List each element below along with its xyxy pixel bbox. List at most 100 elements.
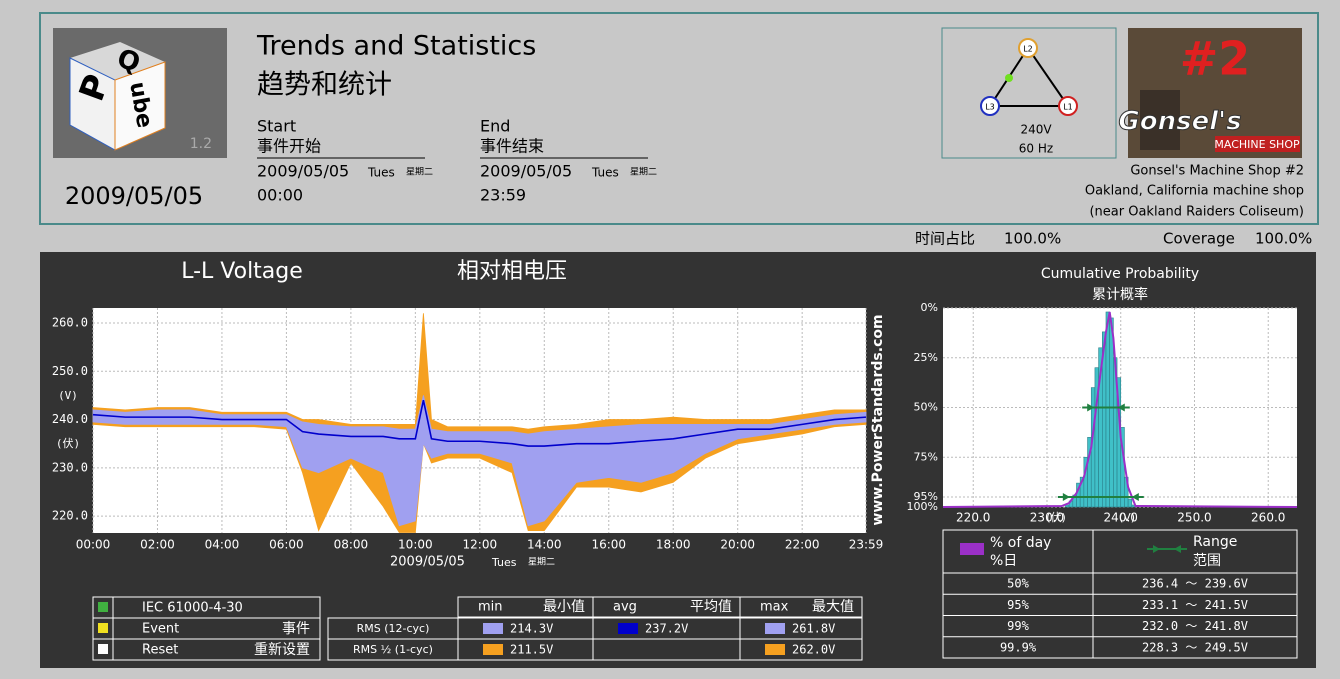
voltage: 240V: [1020, 123, 1052, 137]
report: P Q ube 1.2 2009/05/05 Trends and Statis…: [0, 0, 1340, 674]
control-label[interactable]: Reset: [142, 643, 178, 658]
value-swatch: [618, 623, 638, 634]
logo-version: 1.2: [190, 136, 212, 152]
end-label-cn: 事件结束: [480, 137, 544, 156]
control-label-cn[interactable]: 事件: [282, 621, 310, 637]
x-tick-label: 230.0: [1030, 511, 1064, 525]
report-date: 2009/05/05: [65, 182, 203, 210]
range-value: 236.4 ～ 239.6V: [1142, 577, 1248, 591]
end-time: 23:59: [480, 186, 526, 205]
x-tick-label: 220.0: [956, 511, 990, 525]
title: Trends and Statistics: [256, 31, 536, 62]
chart-title: Cumulative Probability: [1041, 266, 1199, 282]
legend-label-cn: 范围: [1193, 552, 1221, 569]
end-weekday-cn: 星期二: [630, 167, 657, 178]
page: P Q ube 1.2 2009/05/05 Trends and Statis…: [0, 0, 1340, 674]
x-label-date: 2009/05/05: [390, 555, 465, 570]
chart-title-cn: 累计概率: [1092, 286, 1148, 303]
end-date: 2009/05/05: [480, 162, 572, 181]
control-label: IEC 61000-4-30: [142, 601, 243, 616]
x-tick-label: 12:00: [463, 538, 498, 552]
phase-label: L3: [985, 103, 995, 112]
site-line: (near Oakland Raiders Coliseum): [1089, 205, 1304, 220]
value-text: 261.8V: [792, 622, 835, 636]
column-label: max: [760, 600, 789, 615]
frequency: 60 Hz: [1019, 142, 1053, 156]
y-tick-label: 0%: [921, 301, 938, 314]
chart-title-cn: 相对相电压: [457, 259, 567, 284]
legend-label-cn: %日: [990, 553, 1017, 569]
range-pct: 95%: [1007, 598, 1029, 612]
value-swatch: [483, 623, 503, 634]
x-label-weekday-cn: 星期二: [528, 557, 555, 568]
y-tick-label: 230.0: [52, 460, 88, 474]
x-tick-label: 250.0: [1177, 511, 1211, 525]
watermark: www.PowerStandards.com: [870, 314, 886, 525]
y-tick-label: 250.0: [52, 364, 88, 378]
photo-sub: MACHINE SHOP: [1214, 138, 1300, 151]
value-swatch: [765, 644, 785, 655]
value-text: 237.2V: [645, 622, 688, 636]
end-label: End: [480, 117, 510, 136]
start-label: Start: [257, 117, 296, 136]
control-icon: [98, 602, 108, 612]
site-line: Gonsel's Machine Shop #2: [1130, 164, 1304, 179]
value-text: 262.0V: [792, 643, 835, 657]
column-label-cn: 最大值: [812, 599, 854, 615]
x-tick-label: 23:59: [849, 538, 884, 552]
control-label[interactable]: Event: [142, 622, 179, 637]
x-tick-label: 14:00: [527, 538, 562, 552]
x-tick-label: 06:00: [269, 538, 304, 552]
legend-label: % of day: [990, 535, 1051, 551]
time-value: 100.0%: [1004, 230, 1061, 248]
start-date: 2009/05/05: [257, 162, 349, 181]
x-tick-label: 10:00: [398, 538, 433, 552]
range-value: 232.0 ～ 241.8V: [1142, 619, 1248, 633]
x-tick-label: 240.0: [1104, 511, 1138, 525]
range-pct: 99%: [1007, 619, 1029, 633]
control-icon[interactable]: [98, 644, 108, 654]
end-weekday: Tues: [591, 166, 619, 180]
x-tick-label: 00:00: [76, 538, 111, 552]
row-label: RMS (12-cyc): [357, 622, 430, 635]
start-time: 00:00: [257, 186, 303, 205]
value-text: 211.5V: [510, 643, 553, 657]
x-tick-label: 16:00: [591, 538, 626, 552]
column-label-cn: 最小值: [543, 599, 585, 615]
histogram-bar: [1106, 312, 1110, 507]
y-unit: (V): [58, 389, 78, 402]
range-value: 228.3 ～ 249.5V: [1142, 640, 1248, 654]
coverage-value: 100.0%: [1255, 230, 1312, 248]
value-swatch: [483, 644, 503, 655]
histogram-bar: [1110, 318, 1114, 507]
column-label: min: [478, 600, 503, 615]
photo-number: #2: [1180, 32, 1251, 86]
column-label: avg: [613, 600, 637, 615]
x-label-weekday: Tues: [491, 556, 517, 569]
value-swatch: [765, 623, 785, 634]
coverage-label: Coverage: [1163, 230, 1235, 248]
y-tick-label: 50%: [914, 401, 938, 414]
y-tick-label: 100%: [907, 500, 938, 513]
start-weekday-cn: 星期二: [406, 167, 433, 178]
y-unit-cn: (伏): [56, 436, 80, 450]
control-icon[interactable]: [98, 623, 108, 633]
legend-swatch: [960, 543, 984, 555]
range-pct: 50%: [1007, 577, 1029, 591]
x-tick-label: 22:00: [785, 538, 820, 552]
row-label: RMS ½ (1-cyc): [353, 643, 433, 656]
y-tick-label: 260.0: [52, 315, 88, 329]
x-tick-label: 02:00: [140, 538, 175, 552]
value-text: 214.3V: [510, 622, 553, 636]
start-weekday: Tues: [367, 166, 395, 180]
phase-indicator: [1005, 74, 1013, 82]
legend-label: Range: [1193, 534, 1237, 550]
histogram-bar: [1128, 499, 1132, 507]
control-label-cn[interactable]: 重新设置: [254, 642, 310, 658]
phase-label: L2: [1023, 45, 1033, 54]
start-label-cn: 事件开始: [257, 137, 321, 156]
x-tick-label: 04:00: [205, 538, 240, 552]
x-tick-label: 18:00: [656, 538, 691, 552]
phase-label: L1: [1063, 103, 1073, 112]
chart-title: L-L Voltage: [181, 259, 303, 284]
